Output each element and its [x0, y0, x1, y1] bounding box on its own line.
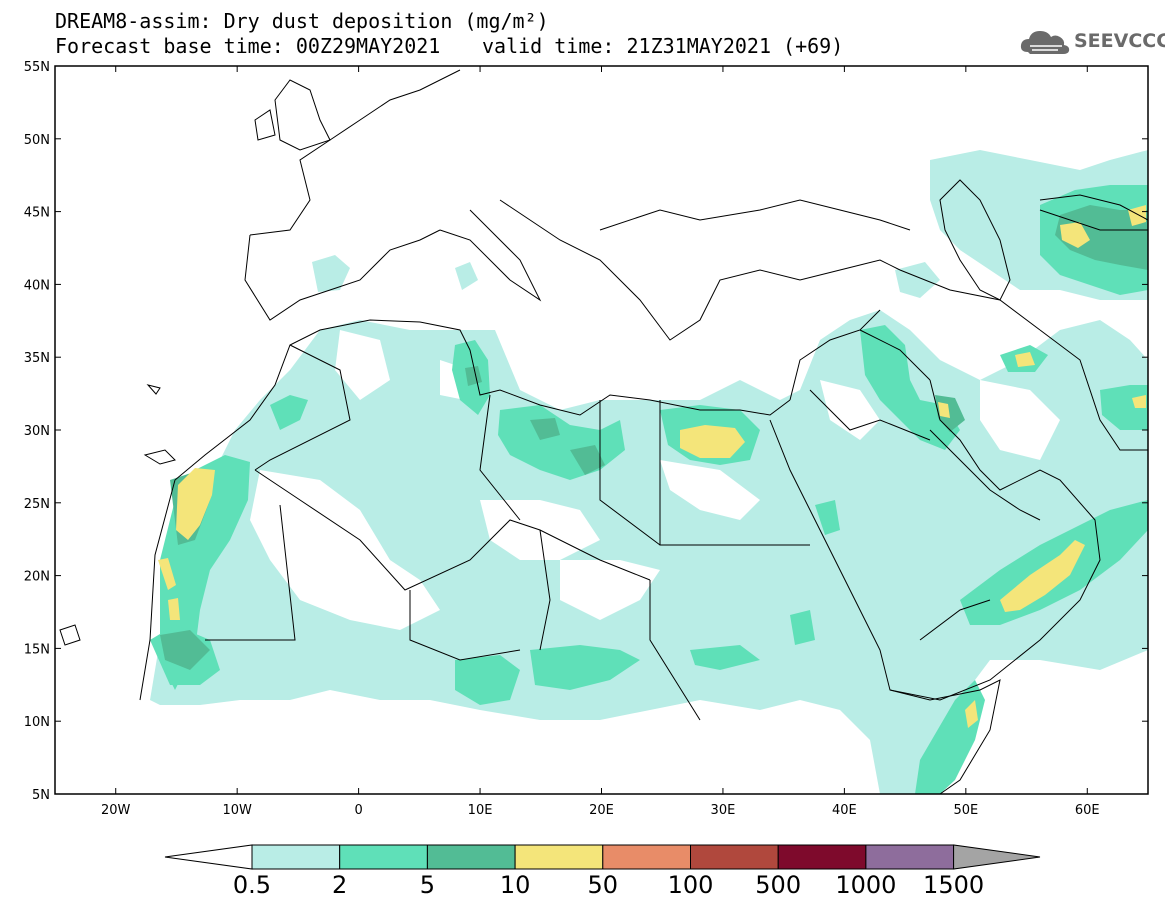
colorbar-under-triangle	[164, 844, 253, 870]
colorbar-swatch	[865, 844, 955, 870]
lon-label: 30E	[711, 803, 736, 818]
seevccc-logo: SEEVCCC	[1018, 24, 1165, 60]
colorbar-swatch	[690, 844, 779, 870]
lat-label: 40N	[24, 278, 50, 293]
lon-label: 60E	[1075, 803, 1100, 818]
coastlines-and-borders	[59, 69, 1149, 795]
lat-label: 25N	[24, 497, 50, 512]
lon-label: 10W	[222, 803, 252, 818]
lat-label: 10N	[24, 715, 50, 730]
valid-time: valid time: 21Z31MAY2021 (+69)	[482, 34, 844, 58]
lat-label: 15N	[24, 642, 50, 657]
colorbar-label: 500	[755, 871, 801, 899]
colorbar-label: 50	[588, 871, 619, 899]
dust-field-high	[158, 205, 1146, 728]
lon-label: 0	[354, 803, 362, 818]
colorbar-label: 100	[668, 871, 714, 899]
colorbar-swatch	[602, 844, 691, 870]
lat-label: 50N	[24, 133, 50, 148]
lat-label: 55N	[24, 60, 50, 75]
map-title: DREAM8-assim: Dry dust deposition (mg/m²…	[55, 9, 549, 33]
colorbar-over-triangle	[953, 844, 1041, 870]
lon-label: 40E	[832, 803, 857, 818]
lat-label: 5N	[32, 788, 50, 803]
colorbar-label: 1500	[923, 871, 984, 899]
lon-label: 20W	[101, 803, 131, 818]
lat-label: 20N	[24, 570, 50, 585]
map-plot-area	[54, 65, 1149, 795]
colorbar-label: 2	[332, 871, 347, 899]
latitude-labels: 55N 50N 45N 40N 35N 30N 25N 20N 15N 10N 5N	[24, 60, 50, 803]
lon-label: 10E	[468, 803, 493, 818]
lon-label: 50E	[953, 803, 978, 818]
map-frame	[54, 65, 1149, 795]
lat-label: 30N	[24, 424, 50, 439]
colorbar-swatch	[777, 844, 867, 870]
colorbar-label: 1000	[835, 871, 896, 899]
colorbar-swatch	[339, 844, 428, 870]
colorbar-swatch	[251, 844, 341, 870]
colorbar-label: 10	[500, 871, 531, 899]
logo-text: SEEVCCC	[1074, 30, 1165, 52]
lat-label: 45N	[24, 206, 50, 221]
cloud-logo-icon	[1020, 31, 1070, 54]
colorbar-label: 5	[420, 871, 435, 899]
forecast-base-time: Forecast base time: 00Z29MAY2021	[55, 34, 441, 58]
lat-label: 35N	[24, 351, 50, 366]
colorbar-swatch	[426, 844, 516, 870]
colorbar: 0.5 2 5 10 50 100 500 1000 1500	[164, 844, 1041, 899]
longitude-labels: 20W 10W 0 10E 20E 30E 40E 50E 60E	[101, 803, 1100, 818]
lon-label: 20E	[589, 803, 614, 818]
axis-ticks	[55, 65, 1148, 795]
colorbar-swatch	[514, 844, 604, 870]
colorbar-label: 0.5	[233, 871, 271, 899]
